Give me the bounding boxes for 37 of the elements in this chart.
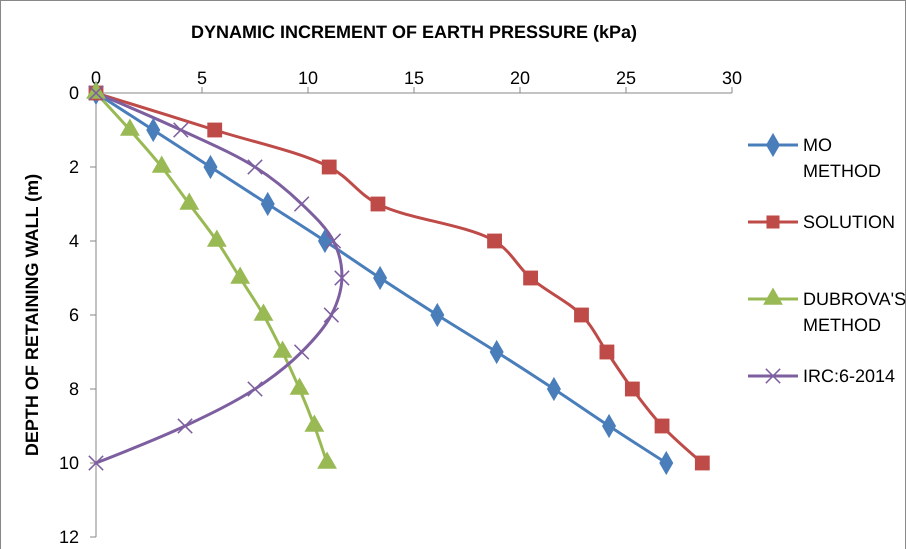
- point: [247, 381, 263, 397]
- point: [207, 122, 222, 138]
- x-tick-label: 30: [722, 68, 742, 88]
- point: [323, 307, 340, 323]
- legend-label: DUBROVA'S METHOD: [803, 289, 906, 335]
- x-axis-title: DYNAMIC INCREMENT OF EARTH PRESSURE (kPa): [190, 22, 638, 42]
- point: [172, 122, 189, 138]
- legend-label: MO METHOD: [803, 135, 881, 181]
- point: [487, 234, 502, 248]
- y-tick-label: 10: [58, 452, 79, 473]
- y-tick-label: 6: [68, 304, 79, 325]
- x-tick-label: 25: [616, 68, 636, 88]
- point: [600, 344, 614, 360]
- y-tick-label: 2: [68, 156, 79, 177]
- y-axis-title: DEPTH OF RETAINING WALL (m): [22, 174, 42, 456]
- legend-label: IRC:6-2014: [803, 366, 896, 386]
- point: [322, 160, 337, 174]
- x-tick-label: 15: [404, 68, 424, 88]
- y-tick-label: 4: [68, 230, 79, 251]
- point: [88, 455, 104, 471]
- y-tick-label: 12: [58, 526, 79, 547]
- x-tick-label: 5: [196, 68, 208, 88]
- point: [370, 196, 386, 212]
- x-tick-label: 10: [298, 68, 318, 88]
- point: [177, 418, 193, 434]
- point: [523, 270, 538, 286]
- point: [247, 159, 263, 175]
- point: [654, 418, 670, 434]
- point: [334, 270, 350, 286]
- legend-label: SOLUTION: [803, 212, 896, 232]
- point: [574, 308, 589, 322]
- y-tick-label: 8: [68, 378, 79, 399]
- point: [624, 382, 640, 396]
- x-tick-label: 20: [510, 68, 530, 88]
- point: [694, 456, 710, 470]
- y-tick-label: 0: [68, 82, 79, 103]
- point: [326, 233, 342, 249]
